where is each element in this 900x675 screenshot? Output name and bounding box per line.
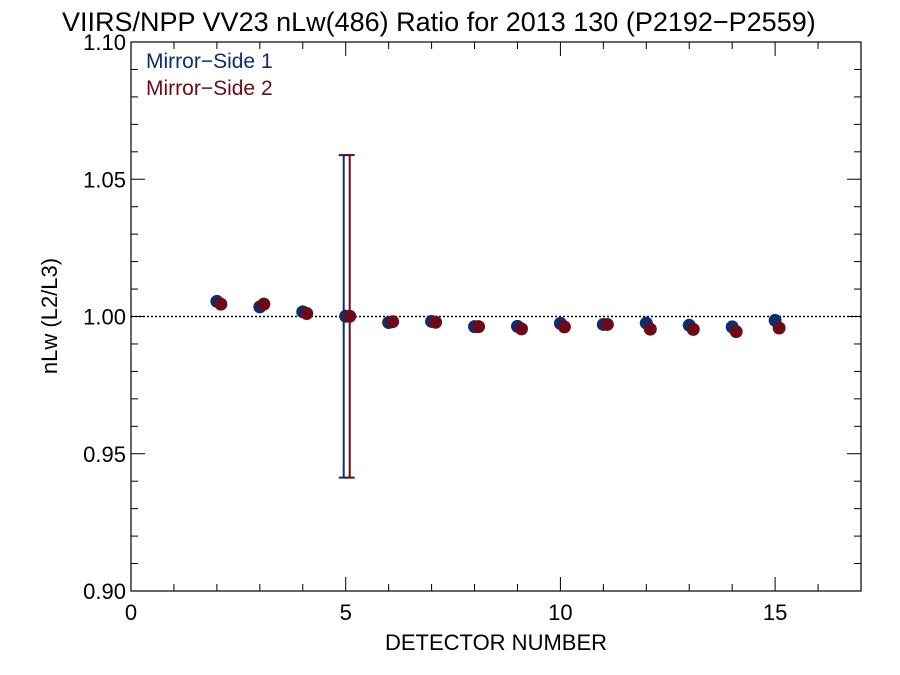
data-point-mirror-side-2 (429, 315, 443, 329)
data-point-mirror-side-2 (300, 306, 314, 320)
data-points (210, 294, 786, 339)
data-point-mirror-side-2 (772, 321, 786, 335)
y-axis-label: nLw (L2/L3) (37, 258, 62, 374)
x-tick-label: 10 (548, 600, 572, 625)
legend-entry-mirror-side-2: Mirror−Side 2 (146, 77, 273, 100)
data-point-mirror-side-2 (214, 297, 228, 311)
data-point-mirror-side-2 (643, 322, 657, 336)
x-tick-label: 5 (340, 600, 352, 625)
data-point-mirror-side-2 (514, 322, 528, 336)
y-tick-label: 1.05 (83, 167, 126, 192)
data-point-mirror-side-2 (557, 320, 571, 334)
y-tick-labels: 0.90 0.95 1.00 1.05 1.10 (83, 30, 126, 604)
minor-ticks (131, 42, 861, 591)
x-tick-label: 0 (125, 600, 137, 625)
x-tick-labels: 0 5 10 15 (125, 600, 787, 625)
data-point-mirror-side-2 (600, 317, 614, 331)
data-point-mirror-side-2 (386, 315, 400, 329)
x-tick-label: 15 (763, 600, 787, 625)
data-point-mirror-side-2 (472, 320, 486, 334)
y-tick-label: 1.10 (83, 30, 126, 55)
data-point-mirror-side-2 (343, 309, 357, 323)
legend: Mirror−Side 1 Mirror−Side 2 (146, 50, 273, 100)
y-tick-label: 0.95 (83, 442, 126, 467)
data-point-mirror-side-2 (729, 325, 743, 339)
data-point-mirror-side-2 (686, 322, 700, 336)
y-tick-label: 1.00 (83, 305, 126, 330)
data-point-mirror-side-2 (257, 297, 271, 311)
legend-entry-mirror-side-1: Mirror−Side 1 (146, 50, 273, 73)
chart-title: VIIRS/NPP VV23 nLw(486) Ratio for 2013 1… (62, 7, 816, 37)
major-ticks (130, 41, 861, 592)
x-axis-label: DETECTOR NUMBER (385, 630, 607, 655)
y-tick-label: 0.90 (83, 579, 126, 604)
